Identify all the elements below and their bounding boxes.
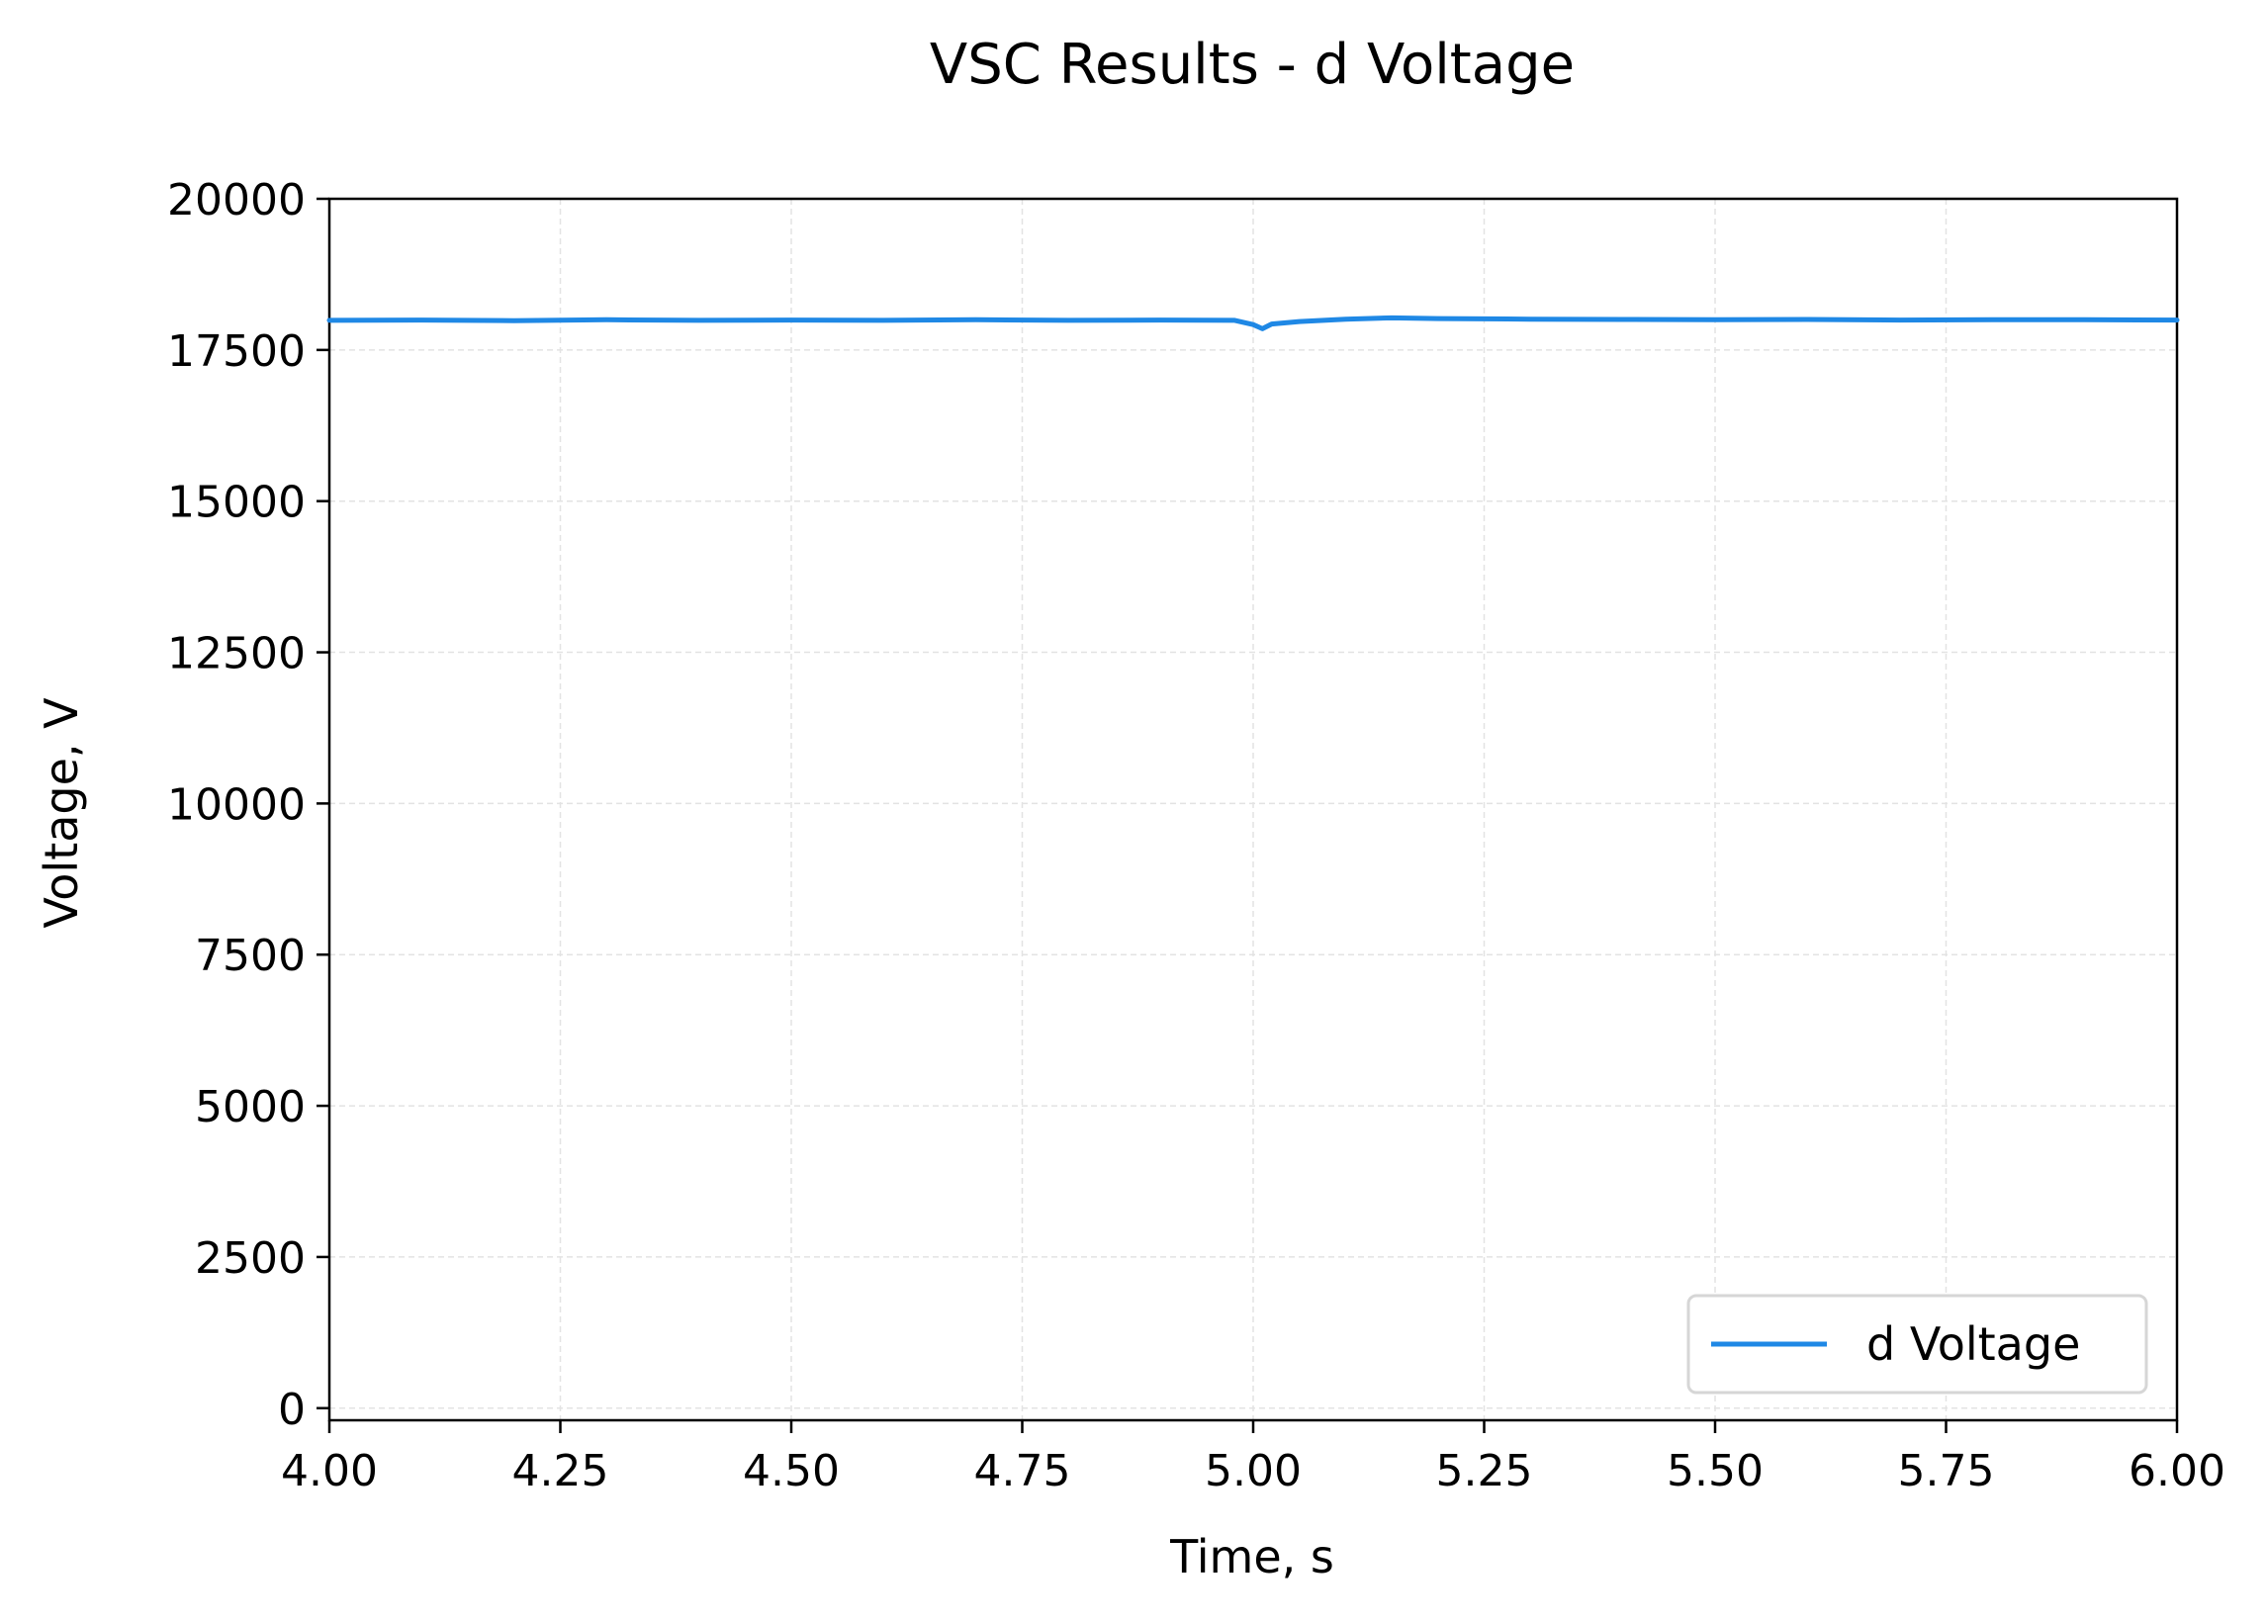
y-tick-label: 15000 — [167, 478, 306, 528]
ticks: 4.00 4.25 4.50 4.75 5.00 5.25 5.50 5.75 6.00 0 250… — [167, 175, 2225, 1496]
x-tick-label: 6.00 — [2129, 1446, 2225, 1496]
y-tick-label: 7500 — [195, 931, 306, 981]
legend-label: d Voltage — [1866, 1317, 2080, 1371]
legend-box — [1686, 1294, 2148, 1395]
x-tick-label: 5.50 — [1667, 1446, 1764, 1496]
x-tick-label: 4.00 — [281, 1446, 378, 1496]
y-tick-label: 12500 — [167, 629, 306, 679]
x-tick-label: 5.00 — [1205, 1446, 1302, 1496]
x-tick-label: 4.75 — [974, 1446, 1071, 1496]
chart-title: VSC Results - d Voltage — [930, 33, 1575, 97]
x-tick-label: 5.75 — [1898, 1446, 1995, 1496]
x-tick-label: 5.25 — [1436, 1446, 1533, 1496]
y-axis-title: Voltage, V — [35, 697, 88, 929]
y-tick-label: 2500 — [195, 1233, 306, 1284]
y-tick-label: 17500 — [167, 326, 306, 377]
x-tick-label: 4.50 — [743, 1446, 840, 1496]
y-tick-label: 5000 — [195, 1082, 306, 1132]
x-axis-title: Time, s — [1169, 1530, 1334, 1583]
y-tick-label: 10000 — [167, 779, 306, 830]
series-group — [326, 315, 2180, 331]
series-line — [326, 315, 2180, 331]
legend: d Voltage — [1686, 1294, 2148, 1395]
x-tick-label: 4.25 — [512, 1446, 609, 1496]
y-tick-label: 20000 — [167, 175, 306, 226]
y-tick-label: 0 — [278, 1385, 306, 1435]
